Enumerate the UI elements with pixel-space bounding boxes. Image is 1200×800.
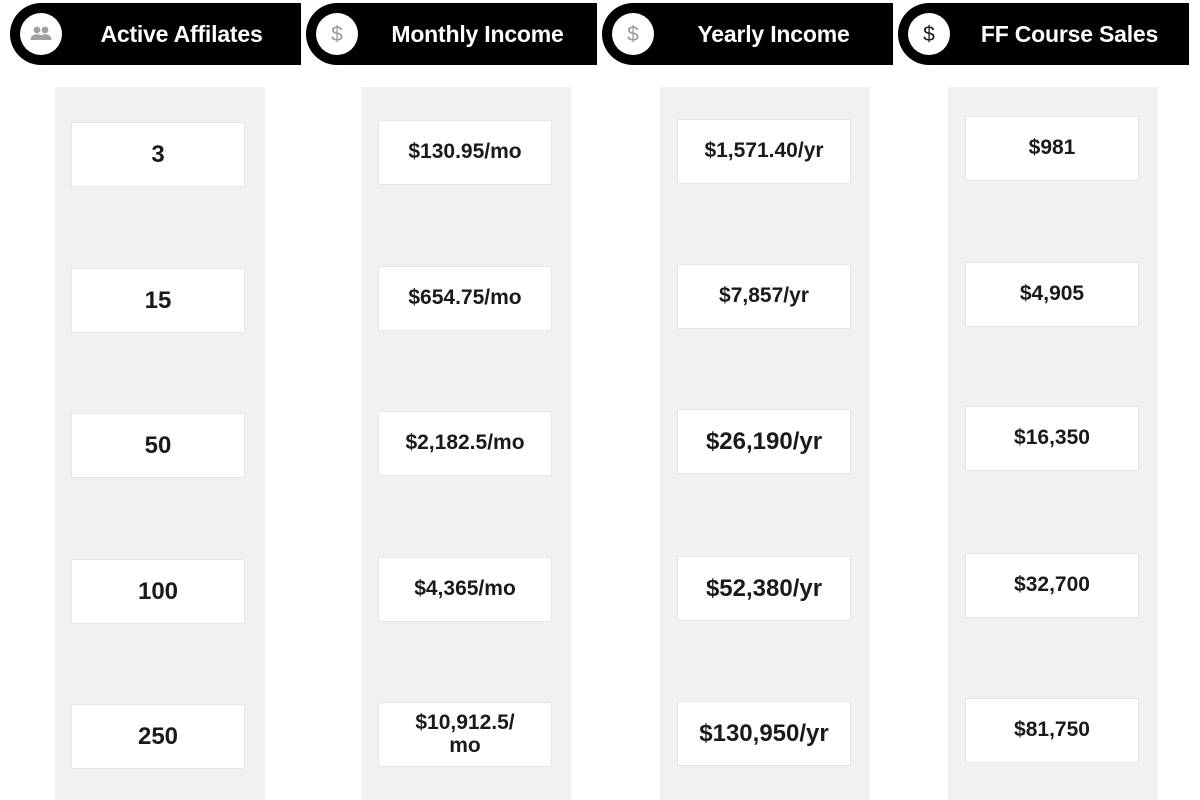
course-sales-cell: $81,750: [965, 698, 1139, 763]
monthly-income-cell: $4,365/mo: [378, 557, 552, 622]
header-title: FF Course Sales: [980, 20, 1159, 47]
header-yearly-income: $ Yearly Income: [602, 3, 893, 65]
monthly-income-cell: $130.95/mo: [378, 120, 552, 185]
column-monthly-income: $130.95/mo $654.75/mo $2,182.5/mo $4,365…: [361, 87, 571, 800]
header-monthly-income: $ Monthly Income: [306, 3, 597, 65]
yearly-income-cell: $7,857/yr: [677, 264, 851, 329]
header-active-affiliates: Active Affilates: [10, 3, 301, 65]
yearly-income-cell: $1,571.40/yr: [677, 119, 851, 184]
header-title: Yearly Income: [697, 20, 850, 47]
people-icon: [20, 13, 62, 55]
yearly-income-cell: $26,190/yr: [677, 409, 851, 474]
yearly-income-cell: $130,950/yr: [677, 701, 851, 766]
affiliates-cell: 50: [71, 413, 245, 478]
course-sales-cell: $981: [965, 116, 1139, 181]
monthly-income-cell: $654.75/mo: [378, 266, 552, 331]
dollar-icon: $: [316, 13, 358, 55]
header-ff-course-sales: $ FF Course Sales: [898, 3, 1189, 65]
affiliates-cell: 100: [71, 559, 245, 624]
course-sales-cell: $4,905: [965, 262, 1139, 327]
monthly-income-cell: $2,182.5/mo: [378, 411, 552, 476]
header-title: Monthly Income: [391, 20, 564, 47]
affiliates-cell: 15: [71, 268, 245, 333]
course-sales-cell: $16,350: [965, 406, 1139, 471]
svg-text:$: $: [627, 23, 639, 46]
dollar-icon: $: [612, 13, 654, 55]
column-active-affiliates: 3 15 50 100 250: [55, 87, 265, 800]
dollar-icon: $: [908, 13, 950, 55]
header-title: Active Affilates: [100, 20, 263, 47]
column-ff-course-sales: $981 $4,905 $16,350 $32,700 $81,750: [948, 87, 1158, 800]
column-yearly-income: $1,571.40/yr $7,857/yr $26,190/yr $52,38…: [660, 87, 870, 800]
affiliates-cell: 3: [71, 122, 245, 187]
svg-text:$: $: [923, 23, 935, 46]
yearly-income-cell: $52,380/yr: [677, 556, 851, 621]
course-sales-cell: $32,700: [965, 553, 1139, 618]
svg-text:$: $: [331, 23, 343, 46]
monthly-income-cell: $10,912.5/ mo: [378, 702, 552, 767]
affiliates-cell: 250: [71, 704, 245, 769]
